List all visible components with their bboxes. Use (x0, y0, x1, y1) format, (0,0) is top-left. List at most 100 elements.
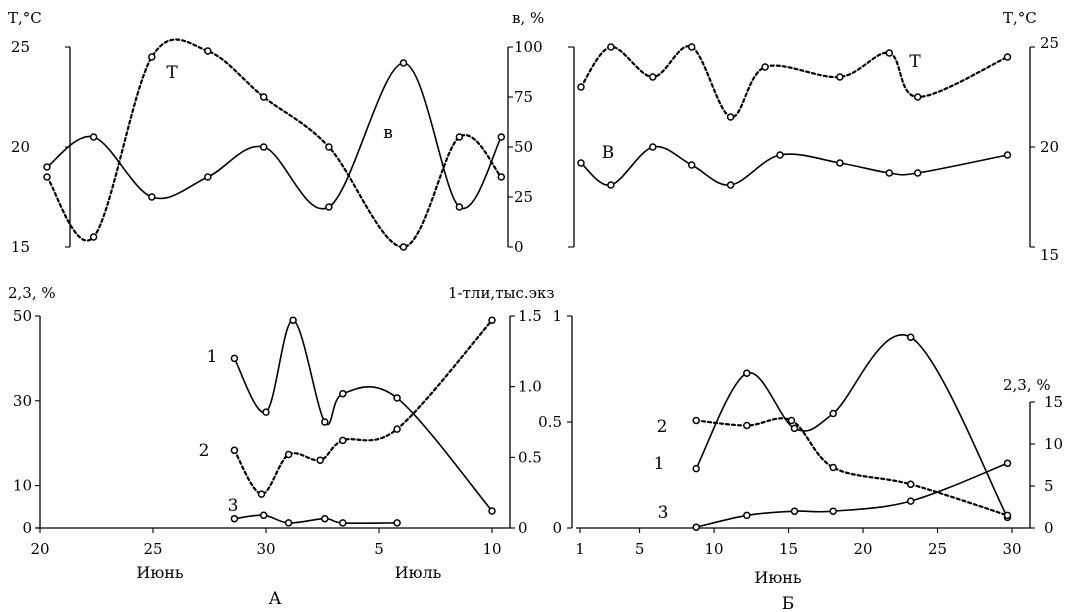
data-point-Т (885, 49, 894, 57)
data-point-3 (743, 511, 751, 520)
x-tick-label: 25 (928, 540, 947, 558)
series-label: Т (166, 63, 178, 83)
data-point-Т (649, 73, 657, 81)
data-point-В (913, 169, 922, 177)
panel-A-bottom: 0 10 30 50 0 0.5 1.0 1.5 20 25 30 5 10 2,3, % 1-тли,ты… (8, 284, 555, 609)
data-point-Т (43, 173, 51, 181)
right-tick-label: 10 (1044, 435, 1063, 453)
data-point-2 (743, 421, 751, 430)
series-line-2 (695, 417, 1009, 517)
data-point-2 (488, 316, 496, 324)
data-point-В (836, 159, 844, 167)
data-point-В (776, 151, 784, 159)
series-label: В (602, 143, 615, 163)
series-label: в (383, 123, 393, 143)
panel-title: А (269, 589, 282, 609)
data-point-в (259, 143, 268, 151)
data-point-2 (829, 463, 837, 472)
left-tick-label: 15 (11, 238, 30, 256)
data-point-В (687, 161, 696, 169)
data-point-1 (488, 507, 496, 515)
data-point-3 (230, 514, 239, 523)
data-point-Т (913, 93, 922, 101)
left-tick-label: 20 (11, 138, 30, 156)
data-point-в (43, 163, 51, 171)
series-line-в (46, 62, 503, 210)
x-axis-month-label: Июнь (754, 568, 802, 587)
data-point-3 (284, 519, 293, 527)
data-point-1 (262, 408, 270, 416)
x-tick-label: 1 (575, 540, 585, 558)
right-tick-label: 5 (1044, 477, 1054, 495)
left-tick-label: 1 (552, 307, 562, 325)
right-axis-label: 2,3, % (1003, 376, 1051, 394)
data-point-1 (692, 464, 700, 473)
left-axis-label: 2,3, % (8, 284, 56, 302)
data-point-3 (829, 507, 837, 515)
data-point-3 (339, 519, 347, 527)
data-point-Т (577, 83, 585, 91)
right-tick-label: 15 (1044, 393, 1063, 411)
data-point-2 (787, 416, 796, 425)
data-point-3 (790, 507, 799, 515)
data-point-В (885, 169, 894, 177)
right-tick-label: 0 (514, 238, 524, 256)
right-axis-label: 1-тли,тыс.экз (448, 284, 555, 302)
right-tick-label: 100 (514, 38, 543, 56)
data-point-в (455, 203, 464, 211)
data-point-в (325, 203, 333, 211)
data-point-в (497, 133, 506, 141)
data-point-Т (325, 143, 333, 151)
data-point-1 (321, 418, 329, 426)
right-tick-label: 50 (514, 138, 533, 156)
x-tick-label: 20 (853, 540, 872, 558)
data-point-1 (906, 333, 915, 341)
series-label: 3 (228, 496, 239, 516)
x-tick-label: 5 (374, 540, 384, 558)
right-tick-label: 1.5 (518, 307, 542, 325)
data-point-в (399, 59, 408, 67)
x-axis-month-label: Июль (395, 563, 442, 582)
left-axis-label: Т,°С (8, 9, 42, 27)
data-point-в (89, 133, 98, 141)
series-line-2 (233, 319, 494, 496)
series-line-3 (233, 514, 398, 525)
data-point-Т (687, 43, 696, 51)
panel-B-top: 15 20 25Т,°С Т В (568, 9, 1059, 264)
right-axis-label: Т,°С (1003, 9, 1037, 27)
data-point-в (204, 173, 212, 181)
data-point-3 (906, 497, 915, 505)
data-point-1 (790, 424, 799, 433)
data-point-3 (1003, 459, 1012, 468)
data-point-2 (1003, 511, 1012, 520)
data-point-Т (148, 53, 156, 61)
x-tick-label: 30 (256, 540, 275, 558)
data-point-2 (339, 436, 347, 445)
data-point-1 (339, 389, 347, 398)
series-label: 3 (658, 503, 669, 523)
data-point-В (607, 181, 615, 189)
series-line-3 (695, 462, 1009, 528)
x-axis-month-label: Июнь (136, 563, 184, 582)
series-line-1 (695, 333, 1009, 519)
left-tick-label: 0.5 (538, 413, 562, 431)
right-tick-label: 25 (1040, 34, 1059, 52)
data-point-2 (284, 450, 293, 459)
data-point-Т (836, 73, 844, 81)
right-tick-label: 75 (514, 88, 533, 106)
series-label: 2 (199, 441, 210, 461)
series-label: 1 (207, 347, 218, 367)
left-tick-label: 25 (11, 38, 30, 56)
series-label: 1 (654, 454, 665, 474)
panel-title: Б (782, 594, 795, 612)
data-point-Т (1003, 53, 1012, 61)
series-line-Т (579, 45, 1009, 119)
data-point-2 (906, 480, 915, 489)
data-point-Т (761, 63, 769, 71)
data-point-1 (743, 369, 751, 377)
x-tick-label: 15 (779, 540, 798, 558)
data-point-в (148, 193, 156, 201)
data-point-3 (692, 523, 700, 531)
right-axis-label: в, % (512, 9, 544, 27)
